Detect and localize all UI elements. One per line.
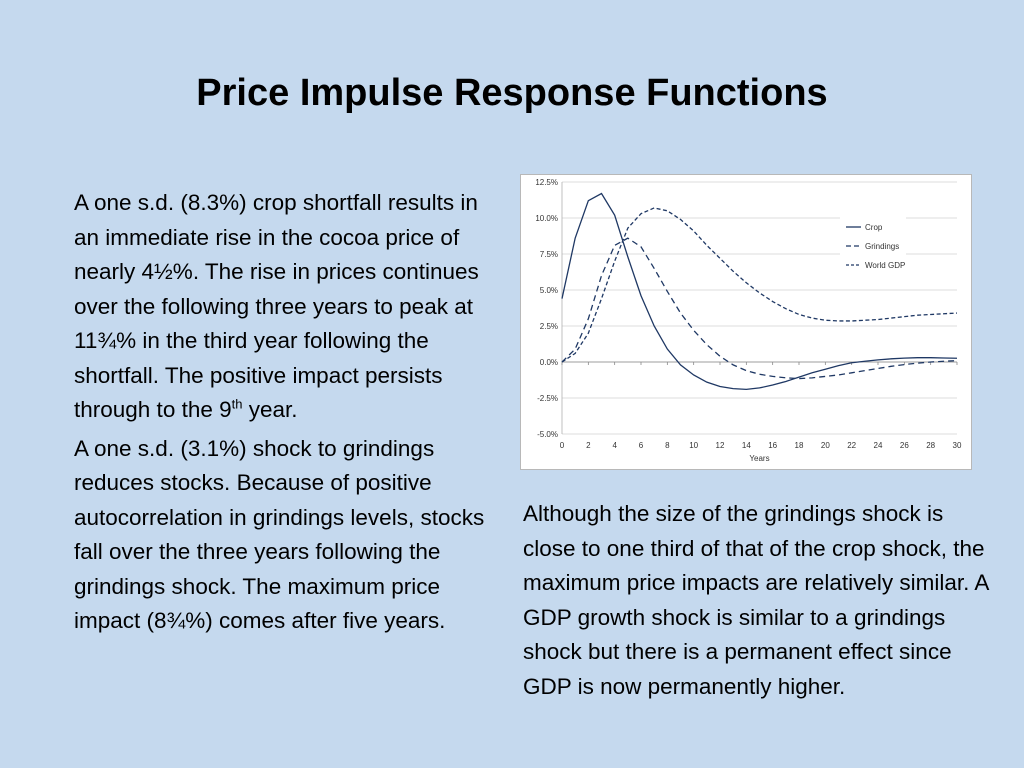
chart-legend: Crop Grindings World GDP: [840, 215, 906, 273]
legend-label: Crop: [865, 223, 883, 232]
x-tick-label: 0: [560, 441, 565, 450]
x-tick-label: 28: [926, 441, 935, 450]
y-tick-label: -5.0%: [537, 430, 558, 439]
series-line-world-gdp: [561, 207, 958, 363]
y-tick-label: 12.5%: [535, 178, 558, 187]
legend-background: [840, 215, 906, 273]
left-text-column: A one s.d. (8.3%) crop shortfall results…: [74, 186, 504, 639]
paragraph-crop-shock-end: year.: [242, 397, 298, 422]
series-line-grindings: [561, 237, 958, 380]
x-tick-label: 10: [689, 441, 698, 450]
y-tick-label: 2.5%: [540, 322, 558, 331]
chart-axes: 12.5%10.0%7.5%5.0%2.5%0.0%-2.5%-5.0%0 2 4 6…: [535, 178, 962, 463]
paragraph-comparison: Although the size of the grindings shock…: [523, 501, 989, 699]
x-tick-label: 24: [874, 441, 883, 450]
x-axis-title: Years: [749, 454, 769, 463]
x-tick-label: 14: [742, 441, 751, 450]
right-text-column: Although the size of the grindings shock…: [523, 497, 993, 704]
chart-series: [561, 192, 958, 391]
impulse-response-chart: 12.5% 10.0% 7.5% 5.0% 2.5% 0.0% -2.5% -5.0% 0 2 4 6…: [520, 174, 972, 470]
slide-title: Price Impulse Response Functions: [196, 72, 828, 114]
chart-canvas: 12.5%10.0%7.5%5.0%2.5%0.0%-2.5%-5.0%0 2 4 6…: [535, 178, 962, 463]
y-tick-label: 5.0%: [540, 286, 558, 295]
y-tick-label: 7.5%: [540, 250, 558, 259]
x-tick-label: 16: [768, 441, 777, 450]
ordinal-suffix: th: [231, 396, 243, 412]
x-tick-label: 12: [716, 441, 725, 450]
x-tick-label: 26: [900, 441, 909, 450]
x-tick-label: 2: [586, 441, 591, 450]
x-tick-label: 20: [821, 441, 830, 450]
y-tick-label: 0.0%: [540, 358, 558, 367]
paragraph-crop-shock: A one s.d. (8.3%) crop shortfall results…: [74, 186, 504, 428]
legend-label: Grindings: [865, 242, 899, 251]
x-tick-label: 8: [665, 441, 670, 450]
y-tick-label: -2.5%: [537, 394, 558, 403]
y-tick-label: 10.0%: [535, 214, 558, 223]
paragraph-grindings-shock: A one s.d. (3.1%) shock to grindings red…: [74, 435, 485, 634]
paragraph-crop-shock-text: A one s.d. (8.3%) crop shortfall results…: [74, 190, 479, 422]
series-line-crop: [561, 192, 958, 391]
x-tick-label: 22: [847, 441, 856, 450]
x-tick-label: 4: [612, 441, 617, 450]
legend-label: World GDP: [865, 261, 905, 270]
x-tick-label: 18: [795, 441, 804, 450]
x-tick-label: 6: [639, 441, 644, 450]
x-tick-label: 30: [953, 441, 962, 450]
